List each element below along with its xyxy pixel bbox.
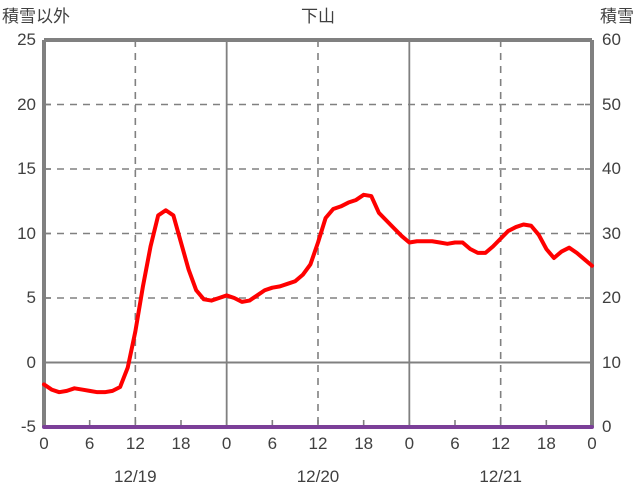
x-axis-tick-label: 6 — [267, 434, 278, 453]
x-axis-tick-label: 18 — [171, 434, 191, 453]
y-axis-left-tick-label: 10 — [17, 223, 36, 243]
data-series — [42, 192, 594, 429]
y-axis-left-tick-label: 0 — [26, 352, 36, 372]
x-axis-day-label: 12/20 — [296, 467, 340, 486]
y-axis-left-tick-label: 20 — [17, 94, 36, 114]
x-axis-day-label: 12/21 — [479, 467, 522, 486]
x-axis-tick-label: 6 — [450, 434, 460, 453]
y-axis-right-tick-label: 20 — [602, 288, 621, 307]
y-axis-left-tick-label: 5 — [26, 288, 36, 307]
x-axis-tick-label: 12 — [491, 434, 511, 453]
y-axis-right-tick-label: 50 — [602, 94, 621, 114]
y-axis-left-tick-label: 15 — [17, 159, 36, 178]
x-axis-tick-label: 0 — [39, 434, 49, 453]
y-axis-left-tick-label: 25 — [17, 30, 36, 49]
y-axis-right-tick-label: 0 — [602, 417, 612, 436]
y-axis-right-tick-label: 30 — [602, 223, 621, 243]
x-axis-tick-label: 18 — [536, 434, 556, 453]
series-line-temperature — [42, 192, 594, 395]
left-axis-title: 積雪以外 — [2, 7, 70, 26]
x-axis-tick-label: 12 — [125, 434, 145, 453]
x-axis-tick-label: 0 — [221, 434, 232, 453]
x-axis-tick-label: 12 — [308, 434, 328, 453]
y-axis-right-tick-label: 10 — [602, 352, 621, 372]
page-title: 下山 — [301, 7, 335, 26]
x-axis-tick-label: 0 — [404, 434, 415, 453]
x-axis-tick-label: 0 — [587, 434, 597, 453]
x-axis-day-label: 12/19 — [114, 467, 157, 486]
y-axis-right-tick-label: 40 — [602, 159, 621, 178]
gridlines — [44, 40, 592, 427]
y-axis-left-tick-label: -5 — [20, 417, 36, 436]
x-axis-tick-label: 6 — [84, 434, 95, 453]
y-axis-right-tick-label: 60 — [602, 30, 621, 49]
right-axis-title: 積雪 — [600, 7, 634, 26]
x-axis-tick-label: 18 — [354, 434, 374, 453]
